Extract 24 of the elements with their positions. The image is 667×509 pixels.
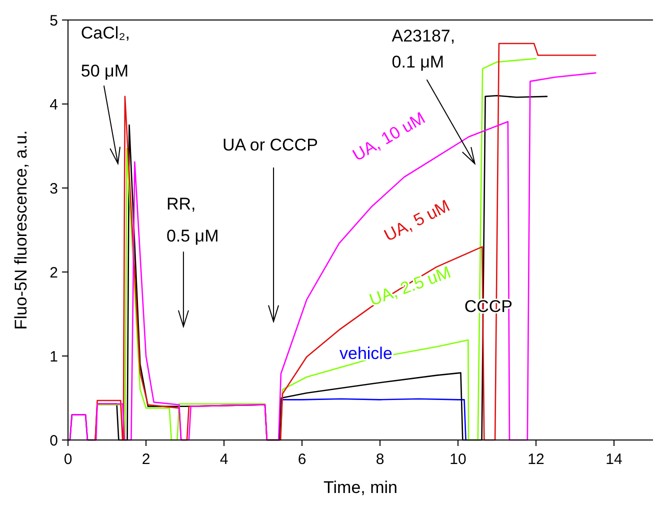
y-tick-label: 0 <box>50 432 58 450</box>
annotation: UA or CCCP <box>222 136 318 155</box>
annotation: CaCl₂, 50 μM <box>80 24 130 81</box>
annotation: A23187, 0.1 μM <box>392 26 456 72</box>
x-tick-label: 0 <box>64 451 72 468</box>
x-tick-label: 10 <box>450 451 466 468</box>
x-tick-label: 14 <box>606 451 622 468</box>
annotation: RR, 0.5 μM <box>166 194 219 246</box>
x-axis-title: Time, min <box>324 478 398 497</box>
text: UA, 2.5 uM <box>366 262 454 310</box>
text: UA, 5 uM <box>381 196 453 246</box>
y-axis-title: Fluo-5N fluorescence, a.u. <box>11 130 30 330</box>
y-tick-label: 3 <box>50 180 58 198</box>
x-tick-label: 2 <box>142 451 150 468</box>
x-tick-label: 6 <box>298 451 306 468</box>
x-tick-label: 4 <box>220 451 228 468</box>
x-tick-label: 12 <box>528 451 544 468</box>
text: vehicle <box>340 344 392 363</box>
y-tick-label: 2 <box>50 264 58 282</box>
text: UA, 10 uM <box>349 108 428 166</box>
y-tick-label: 1 <box>50 348 58 366</box>
y-tick-label: 5 <box>50 12 58 30</box>
x-tick-label: 8 <box>376 451 384 468</box>
y-tick-label: 4 <box>50 96 58 114</box>
